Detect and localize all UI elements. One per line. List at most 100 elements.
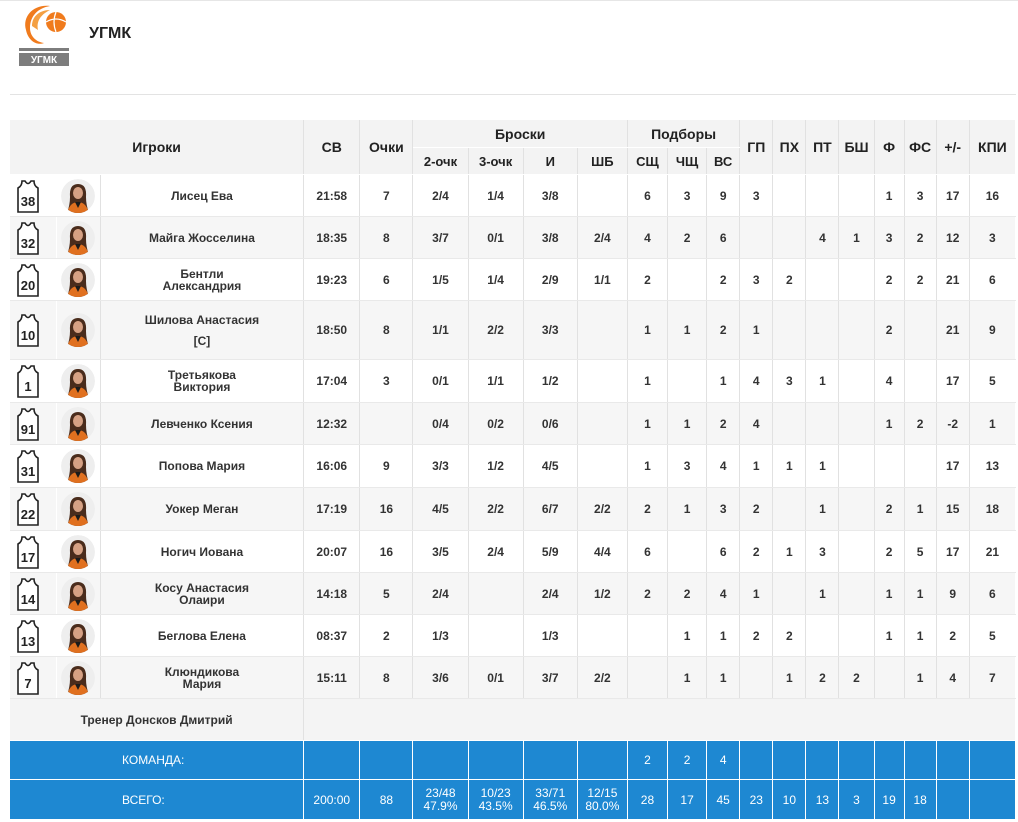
avatar-cell (56, 656, 101, 699)
header-oreb[interactable]: СЩ (627, 147, 669, 175)
total-two-made: 23/48 (425, 785, 456, 800)
player-pf (874, 444, 905, 488)
player-name[interactable]: Левченко Ксения (100, 402, 305, 445)
player-min: 20:07 (303, 530, 361, 573)
player-reb: 2 (706, 258, 741, 301)
header-ft[interactable]: ШБ (577, 147, 628, 175)
player-dreb: 1 (667, 402, 708, 445)
player-row[interactable]: 14 Косу Анастасия Олаири 14:18 5 2/4 2/4 1/2 2 2 4… (10, 572, 1017, 615)
player-tov (772, 402, 807, 445)
player-row[interactable]: 32 Майга Жосселина 18:35 8 3/7 0/1 3/8 2/4 4 2 6 4 1… (10, 216, 1017, 259)
player-name[interactable]: Шилова Анастасия [C] (100, 300, 305, 360)
player-name-line1: Уокер Меган (165, 502, 239, 516)
player-reb: 4 (706, 572, 741, 615)
player-pm: 4 (936, 656, 970, 699)
player-oreb: 1 (627, 402, 669, 445)
header-tov[interactable]: ПХ (772, 120, 807, 175)
avatar-cell (56, 174, 101, 217)
player-photo[interactable] (60, 576, 95, 611)
player-three: 2/4 (468, 530, 524, 573)
avatar-cell (56, 444, 101, 488)
player-two: 3/6 (412, 656, 469, 699)
player-name[interactable]: Попова Мария (100, 444, 305, 488)
player-photo[interactable] (60, 178, 95, 213)
player-reb: 3 (706, 487, 741, 531)
player-row[interactable]: 20 Бентли Александрия 19:23 6 1/5 1/4 2/9 1/1 2 2 3… (10, 258, 1017, 301)
header-stl[interactable]: ПТ (805, 120, 840, 175)
player-ft (577, 444, 628, 488)
team-header: УГМК УГМК (0, 0, 1018, 95)
header-pf[interactable]: Ф (874, 120, 905, 175)
player-three (468, 572, 524, 615)
player-photo[interactable] (60, 220, 95, 255)
player-ast (739, 216, 774, 259)
player-row[interactable]: 17 Ногич Иована 20:07 16 3/5 2/4 5/9 4/4 6 6 2 1 3 2 5… (10, 530, 1017, 573)
player-photo[interactable] (60, 660, 95, 695)
player-three (468, 614, 524, 657)
player-two: 2/4 (412, 174, 469, 217)
player-oreb: 2 (627, 487, 669, 531)
player-row[interactable]: 91 Левченко Ксения 12:32 0/4 0/2 0/6 1 1 2 4 1 2 -2 1 (10, 402, 1017, 445)
player-row[interactable]: 1 Третьякова Виктория 17:04 3 0/1 1/1 1/2 1 1 4 3 1 4… (10, 359, 1017, 403)
player-photo[interactable] (60, 406, 95, 441)
player-three: 0/1 (468, 656, 524, 699)
player-pf: 2 (874, 530, 905, 573)
total-min: 200:00 (303, 779, 361, 820)
header-three[interactable]: 3-очк (468, 147, 524, 175)
jersey-cell: 13 (10, 614, 57, 657)
player-name[interactable]: Беглова Елена (100, 614, 305, 657)
header-two[interactable]: 2-очк (412, 147, 469, 175)
player-photo[interactable] (60, 449, 95, 483)
header-pts[interactable]: Очки (359, 120, 414, 175)
player-name[interactable]: Бентли Александрия (100, 258, 305, 301)
player-photo[interactable] (60, 618, 95, 653)
player-photo[interactable] (60, 364, 95, 398)
jersey-number: 7 (24, 676, 31, 691)
jersey-cell: 91 (10, 402, 57, 445)
header-dreb[interactable]: ЧЩ (667, 147, 708, 175)
player-name[interactable]: Лисец Ева (100, 174, 305, 217)
player-photo[interactable] (60, 492, 95, 526)
player-photo[interactable] (60, 262, 95, 297)
player-name-line2: Виктория (173, 380, 231, 394)
header-pm[interactable]: +/- (936, 120, 970, 175)
header-fg[interactable]: И (523, 147, 578, 175)
player-row[interactable]: 10 Шилова Анастасия [C] 18:50 8 1/1 2/2 3/3 1 1 2 1… (10, 300, 1017, 360)
header-shots: Броски (412, 120, 628, 148)
jersey-icon: 20 (17, 263, 39, 297)
player-name[interactable]: Косу Анастасия Олаири (100, 572, 305, 615)
header-fd[interactable]: ФС (904, 120, 937, 175)
player-name[interactable]: Майга Жосселина (100, 216, 305, 259)
header-blk[interactable]: БШ (838, 120, 875, 175)
player-row[interactable]: 7 Клюндикова Мария 15:11 8 3/6 0/1 3/7 2/2 1 1 1 2 2 1… (10, 656, 1017, 699)
player-pts: 6 (359, 258, 414, 301)
player-row[interactable]: 13 Беглова Елена 08:37 2 1/3 1/3 1 1 2 2 1 1 2 5 (10, 614, 1017, 657)
player-row[interactable]: 22 Уокер Меган 17:19 16 4/5 2/2 6/7 2/2 2 1 3 2 1 2 1 1… (10, 487, 1017, 531)
player-pm: 17 (936, 530, 970, 573)
player-ft: 4/4 (577, 530, 628, 573)
player-pf: 1 (874, 572, 905, 615)
total-stl: 13 (805, 779, 840, 820)
total-three: 10/23 43.5% (468, 779, 524, 820)
header-min[interactable]: СВ (303, 120, 361, 175)
player-row[interactable]: 31 Попова Мария 16:06 9 3/3 1/2 4/5 1 3 4 1 1 1 17 13 (10, 444, 1017, 488)
header-ast[interactable]: ГП (739, 120, 774, 175)
player-pf: 1 (874, 614, 905, 657)
player-photo[interactable] (60, 534, 95, 569)
header-reb[interactable]: ВС (706, 147, 741, 175)
player-eff: 9 (969, 300, 1017, 360)
player-name[interactable]: Третьякова Виктория (100, 359, 305, 403)
player-photo[interactable] (60, 313, 95, 347)
header-eff[interactable]: КПИ (969, 120, 1017, 175)
total-reb: 45 (706, 779, 741, 820)
player-three: 1/4 (468, 174, 524, 217)
player-name[interactable]: Уокер Меган (100, 487, 305, 531)
header-players[interactable]: Игроки (10, 120, 305, 175)
player-name[interactable]: Ногич Иована (100, 530, 305, 573)
player-row[interactable]: 38 Лисец Ева 21:58 7 2/4 1/4 3/8 6 3 9 3 1 3 17 16 (10, 174, 1017, 217)
player-name-line1: Ногич Иована (160, 544, 244, 559)
player-fg: 0/6 (523, 402, 578, 445)
player-pts: 9 (359, 444, 414, 488)
player-name[interactable]: Клюндикова Мария (100, 656, 305, 699)
player-stl (805, 174, 840, 217)
